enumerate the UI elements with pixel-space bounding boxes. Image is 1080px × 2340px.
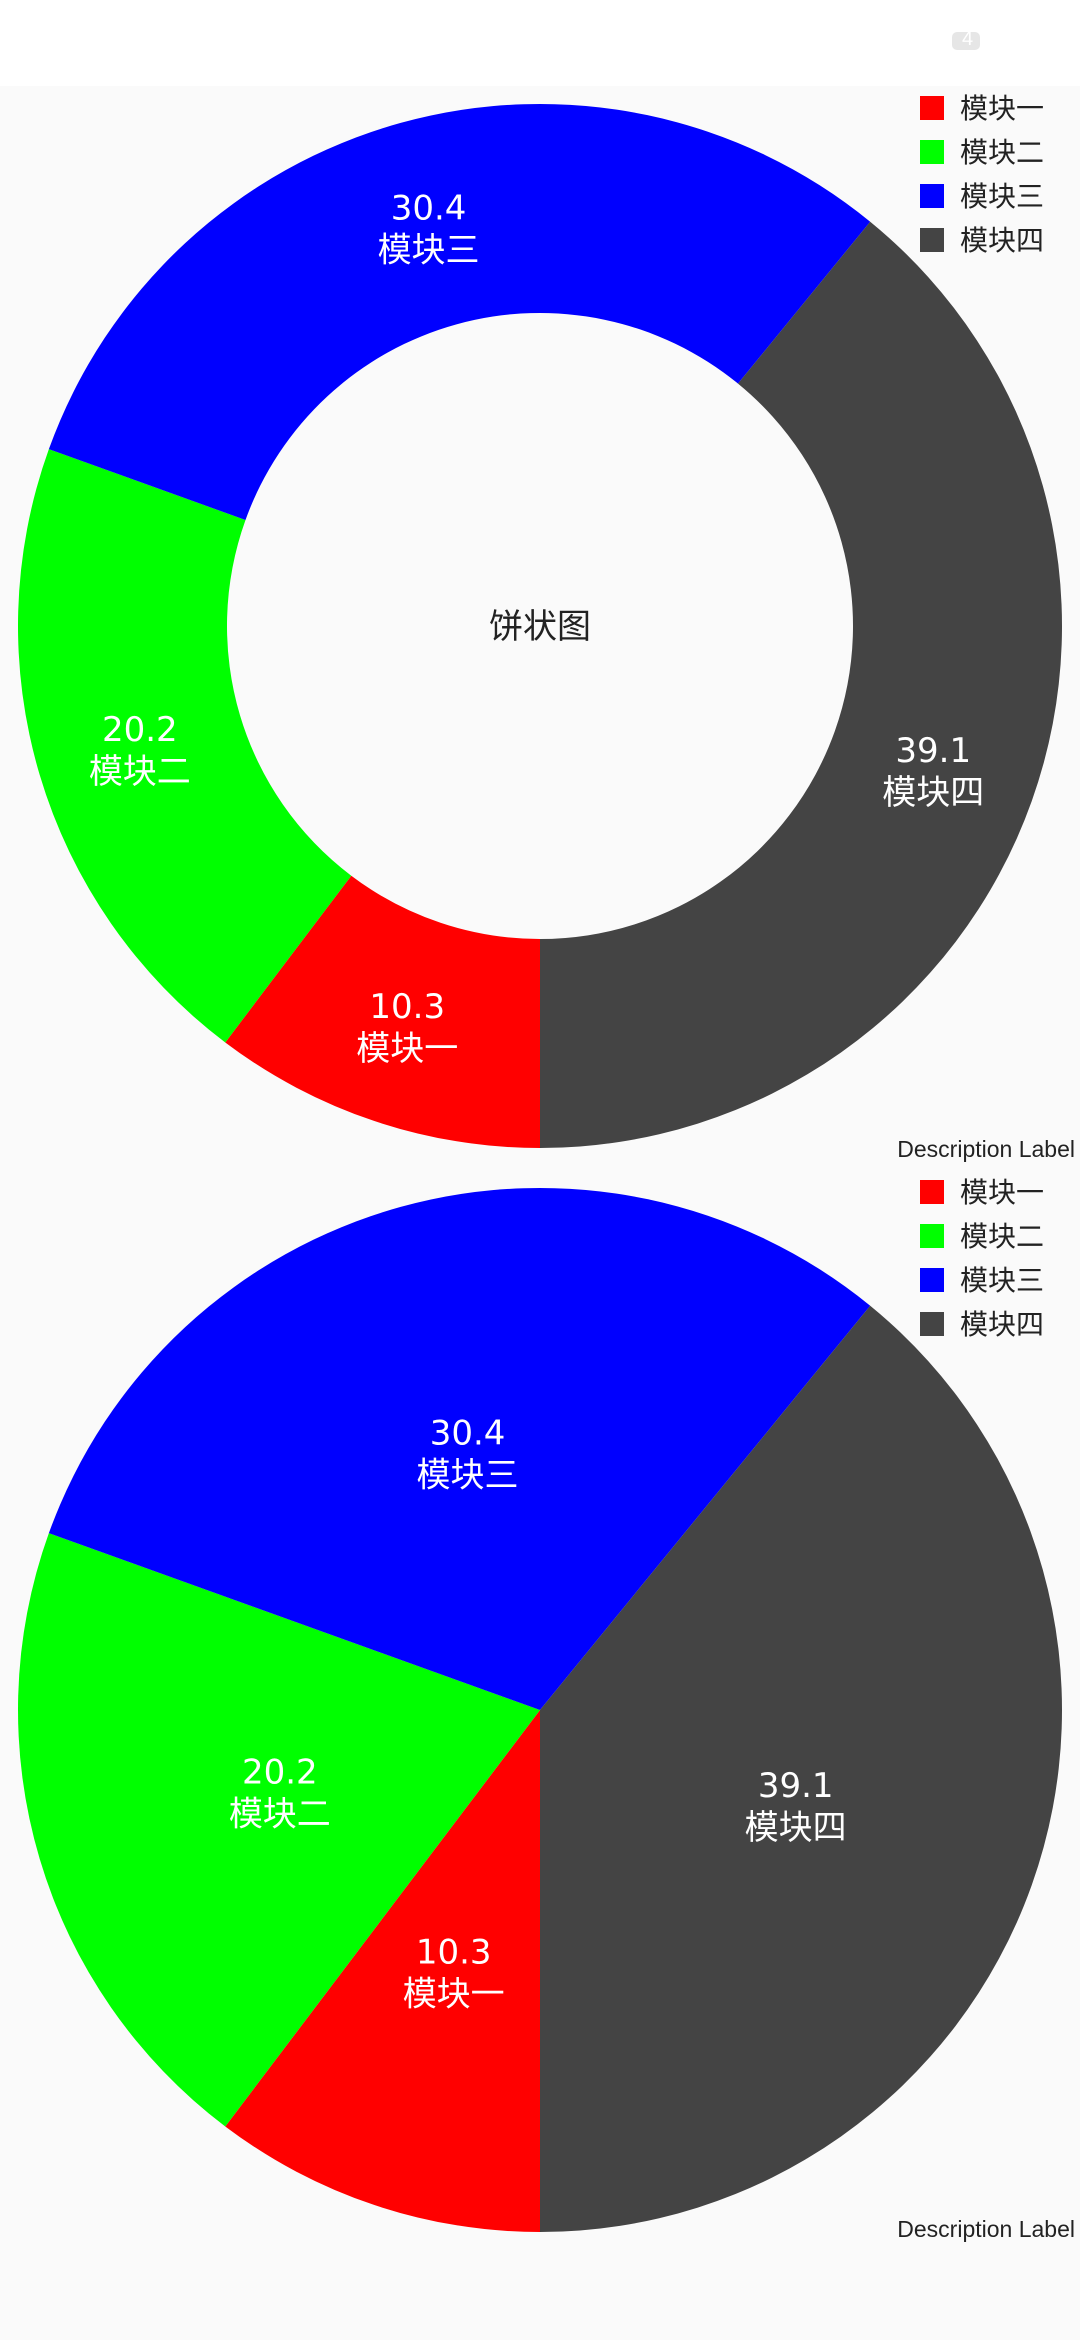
legend-swatch	[920, 228, 944, 252]
legend-swatch	[920, 1180, 944, 1204]
pie-slice-1	[225, 875, 540, 1148]
center-title: 饼状图	[489, 607, 591, 647]
slice-name-label: 模块一	[403, 1974, 505, 2014]
legend-label: 模块二	[960, 136, 1044, 169]
description-label: Description Label	[897, 2216, 1075, 2242]
donut-chart: 10.3模块一20.2模块二30.4模块三39.1模块四饼状图模块一模块二模块三…	[17, 92, 1063, 1148]
slice-value-label: 10.3	[416, 1932, 492, 1972]
pie-slice-3	[48, 103, 871, 520]
legend-swatch	[920, 1268, 944, 1292]
status-bar: 4	[0, 0, 1080, 86]
slice-name-label: 模块三	[417, 1455, 519, 1495]
pie-slice-3	[48, 1187, 871, 1710]
slice-value-label: 30.4	[391, 189, 467, 229]
slice-value-label: 20.2	[102, 710, 178, 750]
legend-swatch	[920, 1224, 944, 1248]
pie-slice-1	[225, 1710, 540, 2232]
slice-value-label: 30.4	[430, 1413, 506, 1453]
battery-level: 4	[962, 28, 974, 50]
legend-label: 模块四	[960, 224, 1044, 257]
slice-value-label: 39.1	[895, 731, 971, 771]
legend-label: 模块二	[960, 1220, 1044, 1253]
legend-swatch	[920, 140, 944, 164]
legend-label: 模块三	[960, 1264, 1044, 1297]
slice-value-label: 10.3	[369, 987, 445, 1027]
pie-slice-4	[540, 1305, 1063, 2232]
slice-value-label: 20.2	[242, 1752, 318, 1792]
slice-value-label: 39.1	[758, 1766, 834, 1806]
slice-name-label: 模块二	[89, 752, 191, 792]
slice-name-label: 模块四	[745, 1808, 847, 1848]
slice-name-label: 模块一	[356, 1029, 458, 1069]
slice-name-label: 模块二	[229, 1794, 331, 1834]
legend-swatch	[920, 1312, 944, 1336]
legend-label: 模块一	[960, 92, 1044, 125]
description-label: Description Label	[897, 1136, 1075, 1162]
legend-swatch	[920, 96, 944, 120]
legend-label: 模块四	[960, 1308, 1044, 1341]
pie-slice-4	[540, 221, 1063, 1148]
pie-slice-2	[17, 449, 352, 1043]
slice-name-label: 模块四	[882, 773, 984, 813]
legend-label: 模块三	[960, 180, 1044, 213]
legend-swatch	[920, 184, 944, 208]
legend-label: 模块一	[960, 1176, 1044, 1209]
slice-name-label: 模块三	[378, 231, 480, 271]
battery-icon	[952, 32, 980, 50]
pie-slice-2	[17, 1533, 541, 2127]
